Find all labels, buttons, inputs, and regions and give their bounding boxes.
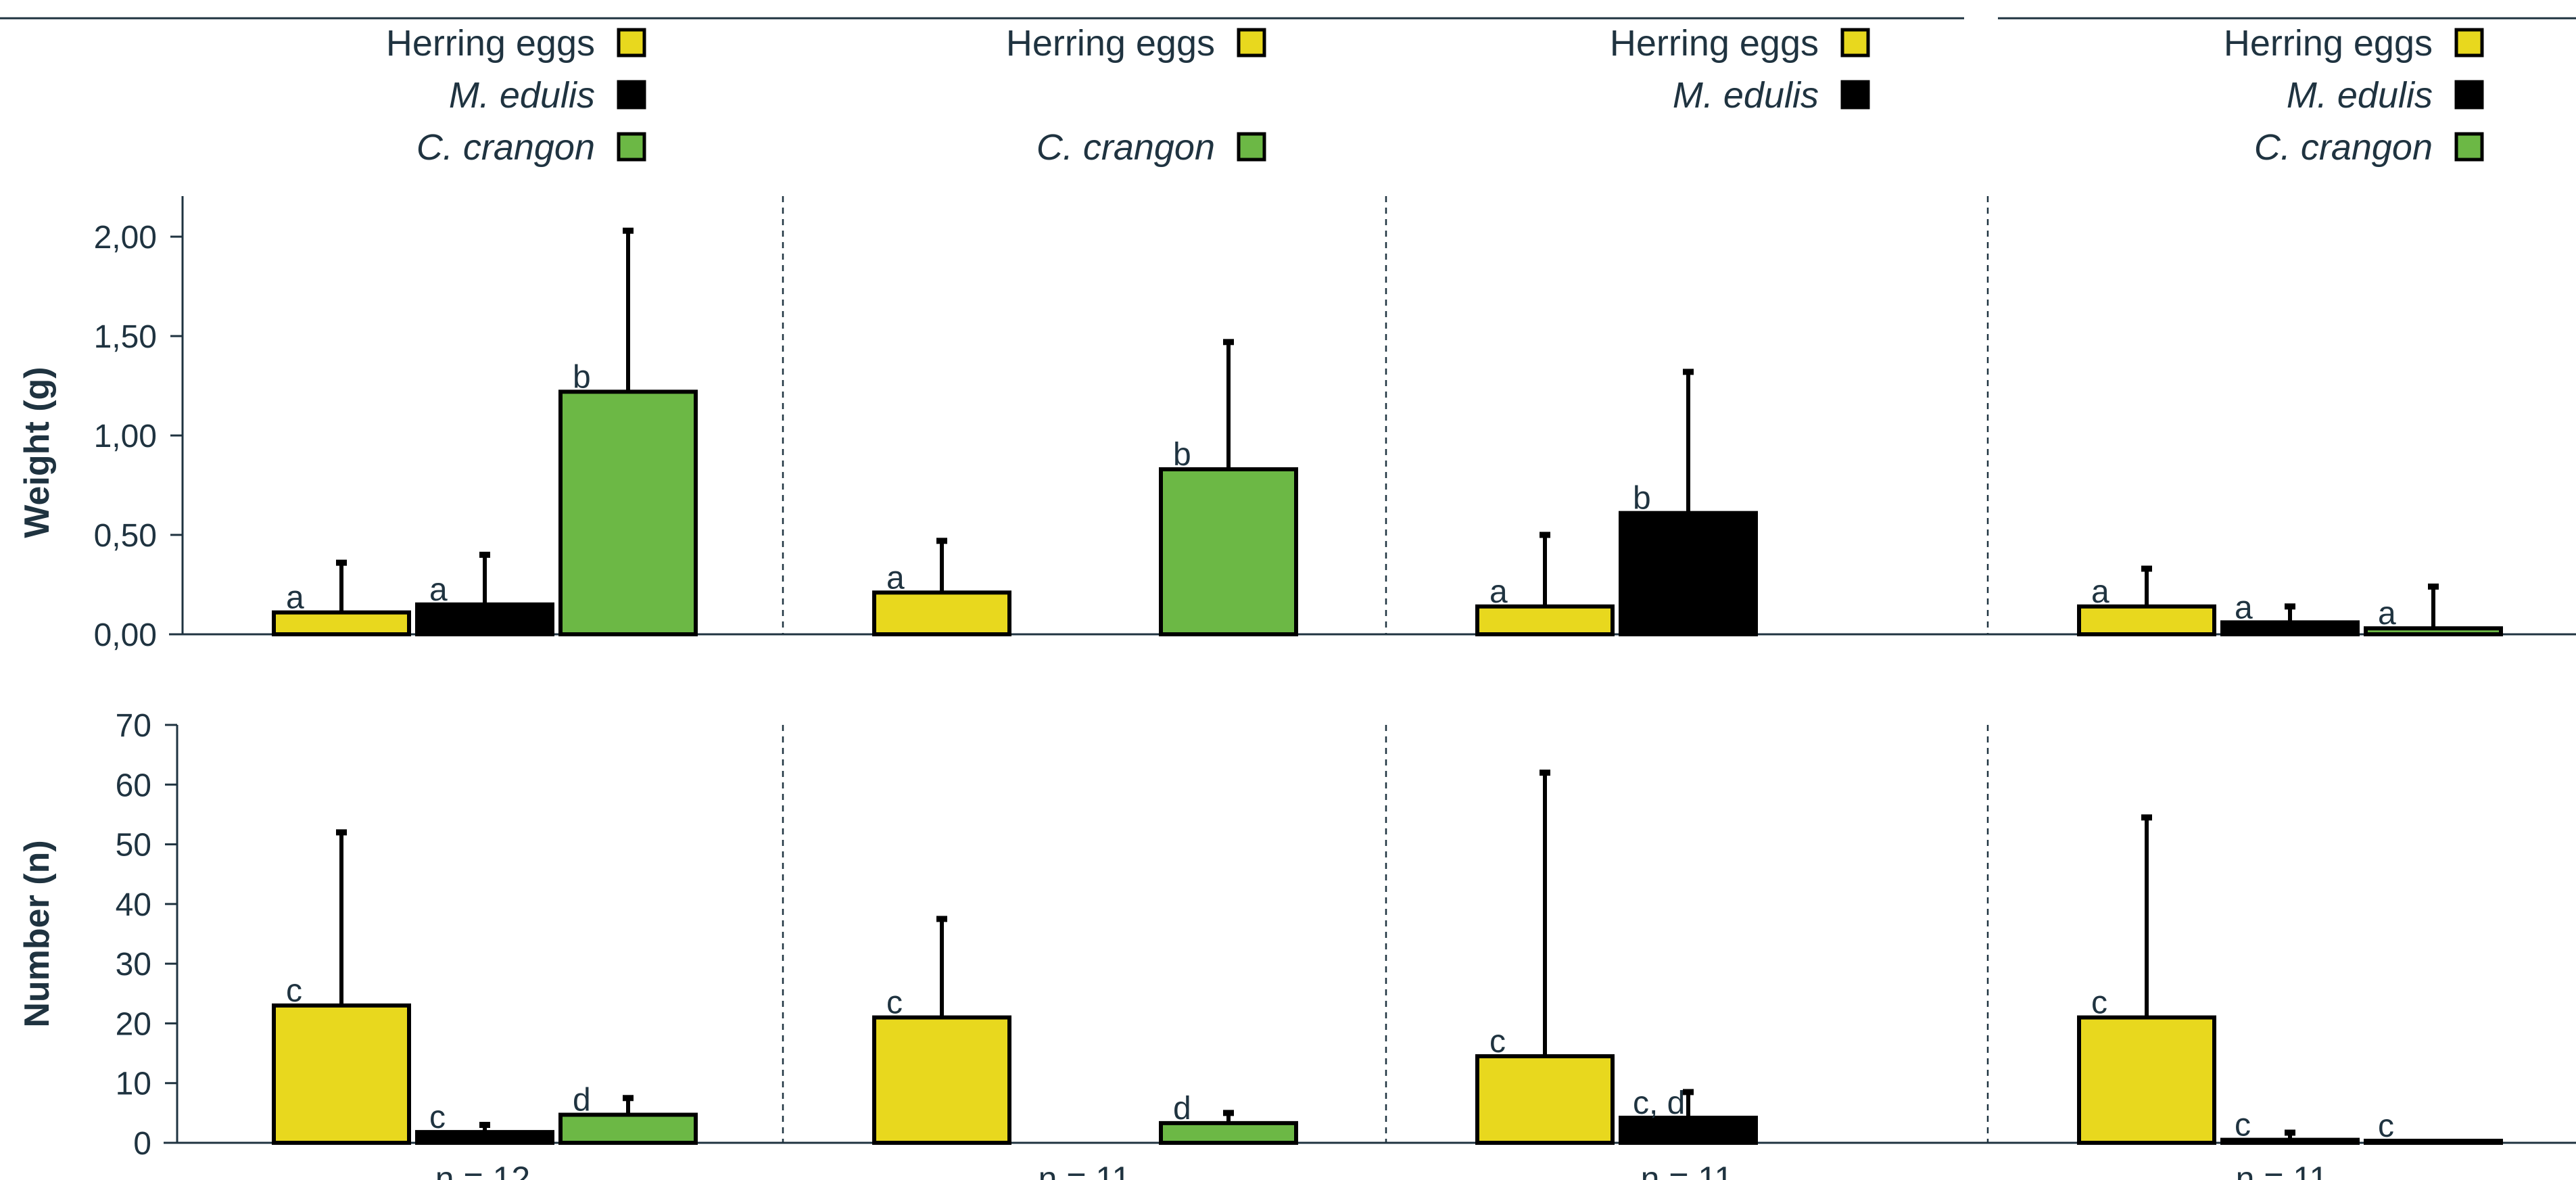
- legend-swatch: [1840, 80, 1870, 110]
- legend-label: C. crangon: [2254, 127, 2433, 168]
- number-significance-label: c: [2235, 1108, 2251, 1143]
- weight-significance-label: a: [886, 560, 905, 596]
- weight-chart: 0,00 0,50 1,00 1,50 2,00 Weight (g) a a b a b a b a a a: [18, 196, 2576, 653]
- weight-significance-label: b: [1173, 437, 1191, 473]
- weight-significance-label: a: [1489, 574, 1508, 610]
- weight-significance-label: a: [429, 572, 448, 608]
- weight-axis-title: Weight (g): [18, 367, 57, 538]
- number-significance-label: d: [573, 1083, 591, 1118]
- number-significance-label: c: [2091, 985, 2107, 1021]
- number-y-tick-label: 10: [116, 1066, 151, 1102]
- weight-y-tick-label: 1,00: [94, 419, 157, 454]
- legend-swatch: [617, 80, 646, 110]
- number-bar: [558, 1112, 698, 1146]
- number-significance-label: c: [2378, 1108, 2394, 1144]
- number-y-tick-label: 70: [116, 708, 151, 744]
- weight-significance-label: a: [286, 580, 304, 616]
- weight-y-tick-label: 1,50: [94, 319, 157, 355]
- weight-bar: [1619, 511, 1758, 636]
- number-y-tick-label: 60: [116, 768, 151, 803]
- number-bar: [2364, 1139, 2503, 1145]
- legend-swatch: [1840, 28, 1870, 57]
- legend-swatch: [617, 28, 646, 57]
- number-chart: 0 10 20 30 40 50 60 70 Number (n) c c d c d c c, d c c c: [18, 708, 2576, 1162]
- number-significance-label: c, d: [1633, 1085, 1685, 1121]
- weight-bar: [558, 390, 698, 636]
- legend-swatch: [2454, 28, 2484, 57]
- number-significance-label: d: [1173, 1091, 1191, 1127]
- legend-swatch: [1237, 28, 1266, 57]
- sample-size-label: n = 12: [435, 1160, 530, 1180]
- weight-bar: [1475, 604, 1615, 637]
- number-significance-label: c: [429, 1100, 446, 1135]
- legend-label: M. edulis: [2287, 75, 2433, 116]
- weight-bar: [1159, 467, 1298, 636]
- number-y-tick-label: 30: [116, 947, 151, 983]
- sample-size-labels: n = 12 n = 11 n = 11 n = 11: [435, 1160, 2329, 1180]
- sample-size-label: n = 11: [1039, 1160, 1131, 1180]
- number-bar: [1475, 1054, 1615, 1145]
- weight-bar: [872, 590, 1011, 637]
- number-significance-label: c: [286, 973, 302, 1009]
- number-bar: [272, 1003, 411, 1146]
- weight-significance-label: a: [2091, 574, 2109, 610]
- weight-significance-label: b: [1633, 481, 1651, 517]
- weight-y-tick-label: 2,00: [94, 220, 157, 256]
- number-y-tick-label: 20: [116, 1006, 151, 1042]
- legend-label: Herring eggs: [1610, 23, 1819, 64]
- number-y-tick-label: 40: [116, 887, 151, 923]
- weight-significance-label: b: [573, 359, 591, 395]
- number-bar: [1619, 1115, 1758, 1146]
- legend-label: Herring eggs: [386, 23, 595, 64]
- number-bar: [2077, 1015, 2216, 1145]
- legend-swatch: [617, 132, 646, 162]
- legend-label: M. edulis: [449, 75, 595, 116]
- legend-label: C. crangon: [416, 127, 595, 168]
- legend-label: C. crangon: [1036, 127, 1215, 168]
- weight-y-tick-label: 0,00: [94, 617, 157, 653]
- number-significance-label: c: [1489, 1024, 1506, 1060]
- legend-label: Herring eggs: [1006, 23, 1215, 64]
- number-axis-title: Number (n): [18, 840, 57, 1027]
- legend-label: M. edulis: [1673, 75, 1819, 116]
- legend-swatch: [2454, 80, 2484, 110]
- sample-size-label: n = 11: [1641, 1160, 1734, 1180]
- number-bar: [1159, 1120, 1298, 1146]
- number-y-tick-label: 50: [116, 828, 151, 864]
- weight-bar: [415, 602, 554, 637]
- weight-significance-label: a: [2235, 590, 2253, 626]
- weight-y-tick-label: 0,50: [94, 518, 157, 554]
- sample-size-label: n = 11: [2236, 1160, 2329, 1180]
- legend-swatch: [1237, 132, 1266, 162]
- weight-significance-label: a: [2378, 596, 2396, 632]
- legend-area: Herring eggs M. edulis C. crangon Herring e…: [386, 23, 2484, 168]
- weight-bar: [2077, 604, 2216, 637]
- legend-label: Herring eggs: [2224, 23, 2433, 64]
- legend-swatch: [2454, 132, 2484, 162]
- number-y-tick-label: 0: [133, 1126, 151, 1162]
- number-significance-label: c: [886, 985, 903, 1021]
- number-bar: [872, 1015, 1011, 1145]
